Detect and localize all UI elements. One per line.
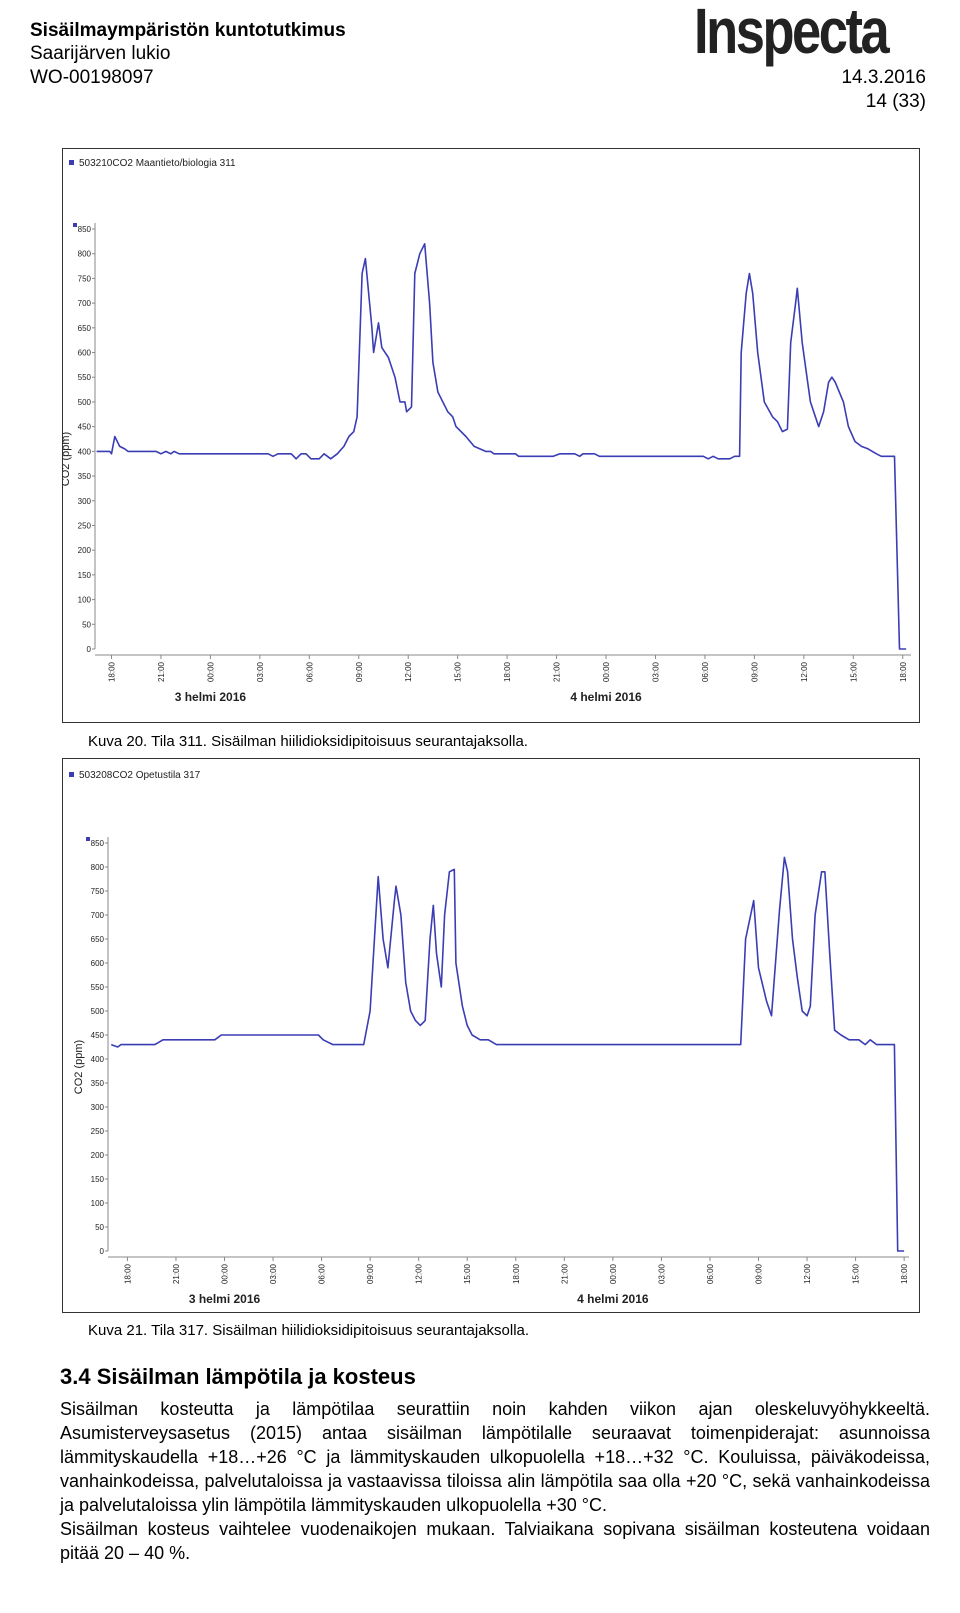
x-tick-label: 00:00 — [609, 1263, 618, 1284]
y-tick-label: 350 — [78, 472, 92, 481]
x-tick-label: 12:00 — [415, 1263, 424, 1284]
y-tick-label: 750 — [78, 274, 92, 283]
doc-date: 14.3.2016 — [841, 67, 926, 88]
x-tick-label: 18:00 — [123, 1263, 132, 1284]
y-tick-label: 300 — [78, 497, 92, 506]
y-tick-label: 0 — [100, 1247, 105, 1256]
x-tick-label: 09:00 — [355, 661, 364, 682]
y-tick-label: 100 — [91, 1199, 105, 1208]
x-tick-label: 12:00 — [803, 1263, 812, 1284]
y-tick-label: 650 — [91, 935, 105, 944]
x-tick-label: 21:00 — [157, 661, 166, 682]
x-tick-label: 18:00 — [900, 1263, 909, 1284]
y-tick-label: 800 — [78, 250, 92, 259]
x-tick-label: 06:00 — [318, 1263, 327, 1284]
y-tick-label: 850 — [91, 839, 105, 848]
x-tick-label: 06:00 — [305, 661, 314, 682]
x-tick-label: 21:00 — [553, 661, 562, 682]
x-tick-label: 18:00 — [512, 1263, 521, 1284]
y-tick-label: 850 — [78, 225, 92, 234]
x-tick-label: 12:00 — [404, 661, 413, 682]
y-tick-label: 550 — [78, 373, 92, 382]
y-tick-label: 150 — [78, 571, 92, 580]
data-line — [96, 243, 907, 650]
x-tick-label: 09:00 — [755, 1263, 764, 1284]
y-tick-label: 400 — [91, 1055, 105, 1064]
x-tick-label: 15:00 — [454, 661, 463, 682]
y-tick-label: 400 — [78, 447, 92, 456]
x-tick-label: 03:00 — [256, 661, 265, 682]
x-tick-label: 00:00 — [221, 1263, 230, 1284]
y-tick-label: 800 — [91, 863, 105, 872]
y-tick-label: 250 — [78, 521, 92, 530]
x-tick-label: 21:00 — [172, 1263, 181, 1284]
date-label: 3 helmi 2016 — [175, 690, 247, 704]
y-tick-label: 300 — [91, 1103, 105, 1112]
y-tick-label: 700 — [91, 911, 105, 920]
y-tick-label: 550 — [91, 983, 105, 992]
x-tick-label: 15:00 — [852, 1263, 861, 1284]
y-tick-label: 600 — [78, 349, 92, 358]
x-tick-label: 18:00 — [503, 661, 512, 682]
paragraph: Sisäilman kosteus vaihtelee vuodenaikoje… — [60, 1519, 930, 1563]
y-tick-label: 150 — [91, 1175, 105, 1184]
y-tick-label: 750 — [91, 887, 105, 896]
chart: 0 50 100 150 200 250 300 350 400 450 500 550 600 650 7… — [62, 148, 920, 723]
x-tick-label: 06:00 — [706, 1263, 715, 1284]
x-tick-label: 18:00 — [107, 661, 116, 682]
y-tick-label: 0 — [87, 645, 92, 654]
x-tick-label: 06:00 — [701, 661, 710, 682]
y-tick-label: 200 — [78, 546, 92, 555]
axis-marker — [73, 223, 77, 227]
chart: 0 50 100 150 200 250 300 350 400 450 500 550 600 650 7… — [62, 758, 920, 1313]
legend-label: 503210CO2 Maantieto/biologia 311 — [79, 158, 236, 169]
doc-subtitle: Saarijärven lukio — [30, 43, 171, 64]
caption: Kuva 20. Tila 311. Sisäilman hiilidioksi… — [88, 733, 528, 750]
x-tick-label: 03:00 — [657, 1263, 666, 1284]
axis-marker — [86, 837, 90, 841]
legend-label: 503208CO2 Opetustila 317 — [79, 770, 201, 781]
x-tick-label: 09:00 — [750, 661, 759, 682]
page-number: 14 (33) — [865, 91, 926, 112]
y-tick-label: 500 — [78, 398, 92, 407]
y-tick-label: 250 — [91, 1127, 105, 1136]
section-heading: 3.4 Sisäilman lämpötila ja kosteus — [60, 1364, 416, 1389]
x-tick-label: 21:00 — [560, 1263, 569, 1284]
x-tick-label: 12:00 — [800, 661, 809, 682]
y-tick-label: 450 — [91, 1031, 105, 1040]
date-label: 4 helmi 2016 — [577, 1292, 649, 1306]
x-tick-label: 15:00 — [849, 661, 858, 682]
y-tick-label: 350 — [91, 1079, 105, 1088]
y-tick-label: 50 — [95, 1223, 104, 1232]
y-tick-label: 450 — [78, 423, 92, 432]
paragraph: Sisäilman kosteutta ja lämpötilaa seurat… — [60, 1399, 930, 1515]
doc-title: Sisäilmaympäristön kuntotutkimus — [30, 20, 346, 41]
work-order: WO-00198097 — [30, 67, 154, 88]
x-tick-label: 00:00 — [206, 661, 215, 682]
x-tick-label: 03:00 — [269, 1263, 278, 1284]
y-tick-label: 500 — [91, 1007, 105, 1016]
y-tick-label: 50 — [82, 620, 91, 629]
x-tick-label: 09:00 — [366, 1263, 375, 1284]
legend-swatch — [69, 772, 74, 777]
date-label: 4 helmi 2016 — [570, 690, 642, 704]
x-tick-label: 15:00 — [463, 1263, 472, 1284]
logo: Inspecta — [694, 0, 890, 67]
x-tick-label: 00:00 — [602, 661, 611, 682]
x-tick-label: 03:00 — [651, 661, 660, 682]
y-axis-label: CO2 (ppm) — [73, 1040, 85, 1094]
y-tick-label: 700 — [78, 299, 92, 308]
date-label: 3 helmi 2016 — [189, 1292, 261, 1306]
legend-swatch — [69, 160, 74, 165]
y-axis-label: CO2 (ppm) — [62, 432, 72, 486]
y-tick-label: 100 — [78, 596, 92, 605]
x-tick-label: 18:00 — [899, 661, 908, 682]
caption: Kuva 21. Tila 317. Sisäilman hiilidioksi… — [88, 1322, 530, 1339]
data-line — [110, 856, 905, 1252]
y-tick-label: 650 — [78, 324, 92, 333]
y-tick-label: 600 — [91, 959, 105, 968]
y-tick-label: 200 — [91, 1151, 105, 1160]
